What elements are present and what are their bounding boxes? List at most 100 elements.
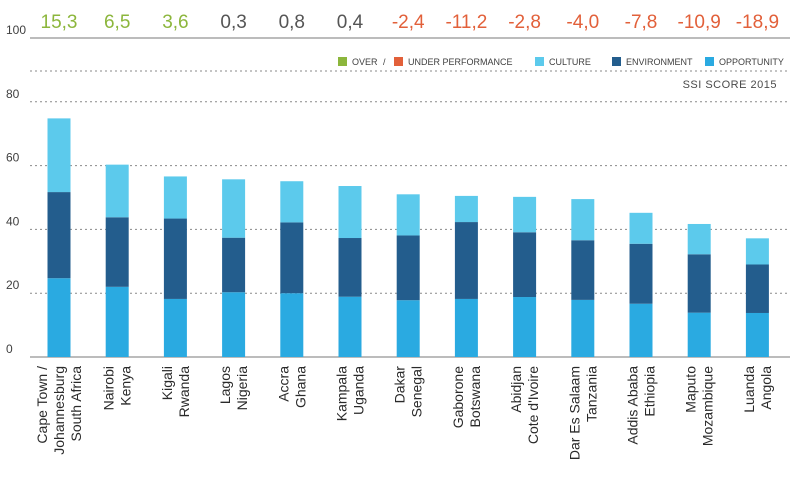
bar-segment — [629, 212, 653, 244]
performance-value: -10,9 — [678, 12, 721, 33]
bar-segment — [396, 300, 420, 357]
performance-value: -2,4 — [392, 12, 425, 33]
category-label-line: Cape Town / — [34, 366, 50, 444]
bar-segment — [396, 235, 420, 301]
category-label-line: Abidjan — [508, 366, 524, 413]
bar-segment — [47, 192, 71, 279]
performance-value: 0,3 — [220, 12, 246, 33]
bar-segment — [163, 298, 187, 357]
bar-segment — [47, 118, 71, 193]
category-label: Luanda Angola — [741, 366, 774, 413]
category-label-line: Nigeria — [234, 366, 250, 411]
legend-label-over: OVER — [352, 57, 378, 67]
category-label-line: South Africa — [68, 366, 84, 442]
legend-swatch-over — [338, 57, 347, 66]
bar-segment — [105, 217, 129, 287]
bar-segment — [105, 286, 129, 357]
category-label-line: Lagos — [217, 366, 233, 404]
y-tick-label: 20 — [6, 278, 20, 292]
legend-separator: / — [383, 57, 386, 67]
category-label-line: Addis Ababa — [625, 366, 641, 445]
bar-segment — [745, 312, 769, 357]
bar-segment — [280, 222, 304, 294]
bar-segment — [222, 179, 246, 238]
bar-segment — [396, 194, 420, 236]
y-axis: 0 20 40 60 80 100 — [6, 23, 26, 356]
bar-segment — [629, 243, 653, 304]
bar-segment — [513, 297, 537, 357]
bar-segment — [571, 299, 595, 357]
category-label: Kampala Uganda — [334, 366, 367, 421]
category-label: Kigali Rwanda — [159, 366, 192, 418]
performance-value: -11,2 — [445, 12, 487, 33]
bar-segment — [280, 293, 304, 357]
category-label-line: Accra — [275, 366, 291, 402]
bar-segment — [338, 296, 362, 357]
category-label-line: Kampala — [334, 366, 350, 421]
legend-label-under: UNDER PERFORMANCE — [408, 57, 513, 67]
category-label-line: Uganda — [351, 366, 367, 415]
bar-segment — [454, 222, 478, 299]
bar-segment — [222, 292, 246, 357]
category-labels: Cape Town / Johannesburg South Africa Nairo… — [34, 366, 774, 460]
bar-segment — [687, 223, 711, 255]
category-label-line: Kigali — [159, 366, 175, 400]
category-label-line: Botswana — [467, 366, 483, 428]
bar-segment — [745, 264, 769, 313]
legend-swatch — [612, 57, 621, 66]
bars — [47, 118, 769, 357]
category-label-line: Kenya — [118, 366, 134, 406]
bar-segment — [454, 195, 478, 223]
category-label: Lagos Nigeria — [217, 366, 250, 411]
category-label-line: Mozambique — [700, 366, 716, 446]
legend-series: CULTURE ENVIRONMENT OPPORTUNITY — [535, 57, 784, 67]
performance-value: 0,8 — [279, 12, 305, 33]
category-label-line: Gaborone — [450, 366, 466, 428]
category-label: Accra Ghana — [275, 366, 308, 408]
bar-segment — [687, 312, 711, 357]
bar-segment — [513, 196, 537, 233]
category-label: Gaborone Botswana — [450, 366, 483, 428]
category-label-line: Nairobi — [101, 366, 117, 410]
bar-segment — [571, 240, 595, 300]
bar-segment — [105, 164, 129, 218]
bar-segment — [47, 278, 71, 357]
legend: OVER / UNDER PERFORMANCE CULTURE ENVIRONM… — [338, 57, 784, 91]
performance-value: -18,9 — [736, 12, 779, 33]
bar-segment — [571, 199, 595, 241]
bar-segment — [513, 232, 537, 298]
category-label: Addis Ababa Ethiopia — [625, 366, 658, 445]
bar-segment — [338, 186, 362, 239]
category-label-line: Angola — [758, 366, 774, 410]
bar-segment — [222, 237, 246, 293]
legend-label: CULTURE — [549, 57, 591, 67]
legend-swatch — [705, 57, 714, 66]
bar-segment — [454, 298, 478, 357]
y-tick-label: 0 — [6, 342, 13, 356]
category-label-line: Ethiopia — [642, 366, 658, 417]
legend-label: ENVIRONMENT — [626, 57, 693, 67]
performance-value: -7,8 — [625, 12, 658, 33]
performance-value: 3,6 — [162, 12, 188, 33]
legend-swatch — [535, 57, 544, 66]
bar-segment — [629, 303, 653, 357]
legend-label: OPPORTUNITY — [719, 57, 784, 67]
performance-value: 15,3 — [41, 12, 78, 33]
legend-title: SSI SCORE 2015 — [683, 79, 777, 91]
legend-swatch-under — [394, 57, 403, 66]
category-label: Maputo Mozambique — [683, 366, 716, 446]
performance-row: 15,3 6,5 3,6 0,3 0,8 0,4 -2,4 -11,2 -2,8 -4,0 -7,8… — [41, 12, 780, 33]
y-tick-label: 100 — [6, 23, 26, 37]
y-tick-label: 80 — [6, 87, 20, 101]
y-tick-label: 60 — [6, 151, 20, 165]
category-label-line: Dar Es Salaam — [566, 366, 582, 460]
category-label-line: Luanda — [741, 366, 757, 413]
performance-value: 0,4 — [337, 12, 364, 33]
bar-segment — [280, 181, 304, 223]
category-label-line: Ghana — [292, 366, 308, 408]
bar-segment — [338, 238, 362, 297]
y-tick-label: 40 — [6, 214, 20, 228]
category-label-line: Senegal — [409, 366, 425, 417]
bar-segment — [687, 254, 711, 313]
